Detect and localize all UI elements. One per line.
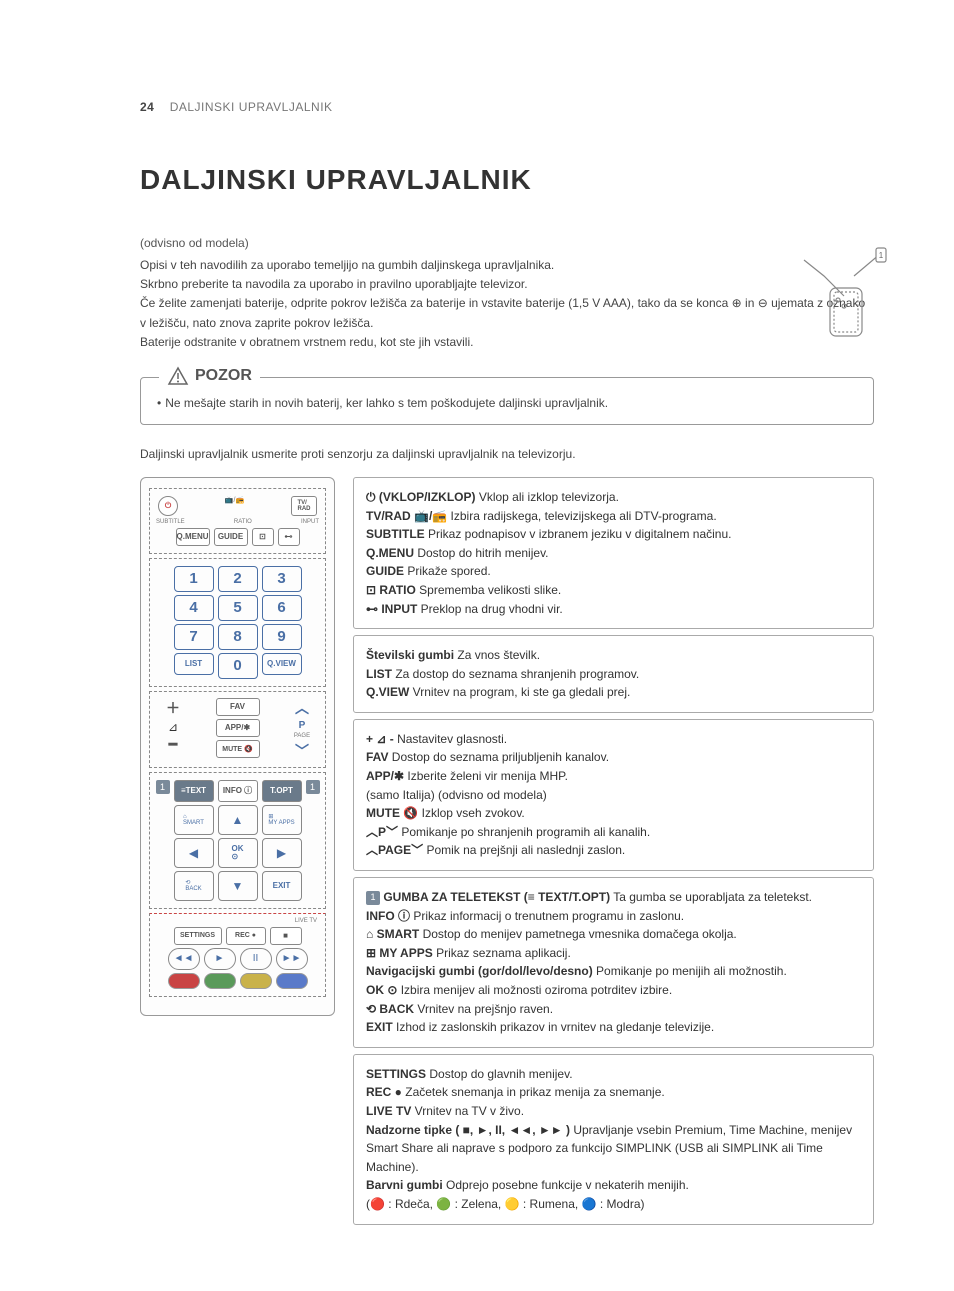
power-button: ⏻ — [158, 496, 178, 516]
caution-box: POZOR •Ne mešajte starih in novih bateri… — [140, 377, 874, 425]
back-button: ⟲ BACK — [174, 871, 214, 901]
livetv-label: LIVE TV — [154, 918, 321, 924]
settings-button: SETTINGS — [174, 927, 222, 945]
caution-title: POZOR — [195, 367, 252, 385]
fav-button: FAV — [216, 698, 260, 716]
intro-block: 1 (odvisno od modela) Opisi v teh navodi… — [140, 236, 874, 352]
yellow-button — [240, 973, 272, 989]
myapps-button: ⊞ MY APPS — [262, 805, 302, 835]
input-label: INPUT — [301, 519, 319, 525]
num-2: 2 — [218, 566, 258, 592]
svg-text:1: 1 — [879, 251, 884, 260]
page-rocker: ︿ P PAGE ﹀ — [285, 698, 319, 761]
nav-down: ▼ — [218, 871, 258, 901]
desc-box-5: SETTINGS Dostop do glavnih menijev.REC ●… — [353, 1054, 874, 1225]
guide-button: GUIDE — [214, 528, 248, 546]
num-5: 5 — [218, 595, 258, 621]
stop-button: ■ — [270, 927, 302, 945]
caution-text: •Ne mešajte starih in novih baterij, ker… — [157, 396, 857, 410]
volume-rocker: ＋ ⊿ ━ — [156, 698, 190, 761]
subtitle-label: SUBTITLE — [156, 519, 185, 525]
ratio-label: RATIO — [234, 519, 252, 525]
num-1: 1 — [174, 566, 214, 592]
play-button: ► — [204, 948, 236, 970]
num-3: 3 — [262, 566, 302, 592]
num-0: 0 — [218, 653, 258, 679]
app-button: APP/✱ — [216, 719, 260, 737]
desc-box-1: ⏻ (VKLOP/IZKLOP) Vklop ali izklop televi… — [353, 477, 874, 629]
remote-diagram: ⏻ 📺/📻 TV/ RAD SUBTITLE RATIO INPUT Q.MEN… — [140, 477, 335, 1016]
caution-label: POZOR — [159, 366, 260, 386]
description-column: ⏻ (VKLOP/IZKLOP) Vklop ali izklop televi… — [353, 477, 874, 1231]
intro-line: Baterije odstranite v obratnem vrstnem r… — [140, 333, 874, 352]
input-button: ⊷ — [278, 528, 300, 546]
desc-box-3: + ⊿ - Nastavitev glasnosti.FAV Dostop do… — [353, 719, 874, 871]
pause-button: II — [240, 948, 272, 970]
blue-button — [276, 973, 308, 989]
page-header: 24 DALJINSKI UPRAVLJALNIK — [140, 100, 874, 114]
rewind-button: ◄◄ — [168, 948, 200, 970]
red-button — [168, 973, 200, 989]
num-8: 8 — [218, 624, 258, 650]
num-9: 9 — [262, 624, 302, 650]
page-title: DALJINSKI UPRAVLJALNIK — [140, 164, 874, 196]
list-button: LIST — [174, 653, 214, 675]
green-button — [204, 973, 236, 989]
nav-up: ▲ — [218, 805, 258, 835]
warning-icon — [167, 366, 189, 386]
ok-button: OK ⊙ — [218, 838, 258, 868]
direction-note: Daljinski upravljalnik usmerite proti se… — [140, 447, 874, 461]
intro-line: Če želite zamenjati baterije, odprite po… — [140, 294, 874, 332]
num-6: 6 — [262, 595, 302, 621]
num-7: 7 — [174, 624, 214, 650]
nav-left: ◀ — [174, 838, 214, 868]
forward-button: ►► — [276, 948, 308, 970]
intro-line: Opisi v teh navodilih za uporabo temelji… — [140, 256, 874, 275]
topt-button: T.OPT — [262, 780, 302, 802]
teletext-marker: 1 — [156, 780, 170, 794]
page-number: 24 — [140, 100, 154, 114]
num-4: 4 — [174, 595, 214, 621]
nav-right: ▶ — [262, 838, 302, 868]
remote-battery-illustration: 1 — [784, 246, 894, 346]
qmenu-button: Q.MENU — [176, 528, 210, 546]
tvrad-button: TV/ RAD — [291, 496, 317, 516]
desc-box-4: 1 GUMBA ZA TELETEKST (≡ TEXT/T.OPT) Ta g… — [353, 877, 874, 1048]
info-button: INFO ⓘ — [218, 780, 258, 802]
ratio-button: ⊡ — [252, 528, 274, 546]
model-note: (odvisno od modela) — [140, 236, 874, 250]
running-head: DALJINSKI UPRAVLJALNIK — [170, 100, 333, 114]
mute-button: MUTE 🔇 — [216, 740, 260, 758]
text-button: ≡TEXT — [174, 780, 214, 802]
smart-button: ⌂ SMART — [174, 805, 214, 835]
exit-button: EXIT — [262, 871, 302, 901]
rec-button: REC ● — [226, 927, 266, 945]
caution-body: Ne mešajte starih in novih baterij, ker … — [165, 396, 608, 410]
intro-line: Skrbno preberite ta navodila za uporabo … — [140, 275, 874, 294]
qview-button: Q.VIEW — [262, 653, 302, 675]
desc-box-2: Številski gumbi Za vnos številk.LIST Za … — [353, 635, 874, 713]
teletext-marker: 1 — [306, 780, 320, 794]
